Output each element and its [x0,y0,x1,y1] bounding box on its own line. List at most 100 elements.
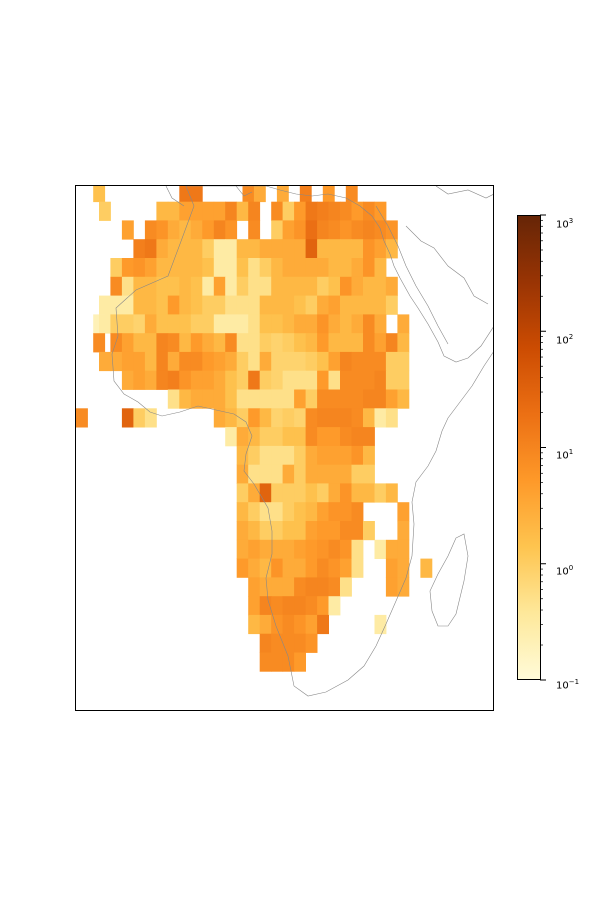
grid-cell [156,295,169,315]
grid-cell [179,351,192,372]
grid-cell [317,577,329,597]
grid-cell [317,258,329,278]
grid-cell [259,408,272,428]
grid-cell [179,276,192,296]
grid-cell [282,483,295,503]
grid-cell [236,201,249,221]
coastline [111,186,493,697]
grid-cell [374,239,387,259]
grid-cell [248,351,261,372]
grid-cell [202,351,215,372]
grid-cell [213,258,226,278]
grid-cell [236,483,249,503]
grid-cell [363,201,375,221]
grid-cell [317,201,329,221]
grid-cell [248,521,261,541]
grid-cell [282,276,295,296]
grid-cell [248,502,261,522]
grid-cell [374,614,387,635]
grid-cell [213,351,226,372]
grid-cell [282,427,295,447]
grid-cell [236,389,249,409]
grid-cell [282,502,295,522]
grid-cell [294,596,306,616]
grid-cell [340,201,352,221]
grid-cell [305,596,318,616]
grid-cell [190,258,203,278]
grid-cell [144,408,157,428]
grid-cell [397,558,410,578]
grid-cell [156,220,169,240]
grid-cell [294,239,306,259]
grid-cell [133,408,146,428]
grid-cell [328,239,341,259]
grid-cell [271,427,284,447]
grid-cell [363,295,375,315]
grid-cell [282,521,295,541]
grid-cell [271,577,284,597]
grid-cell [213,370,226,390]
grid-cell [328,539,341,559]
grid-cell [179,239,192,259]
grid-cell [259,633,272,653]
grid-cell [259,258,272,278]
grid-cell [144,258,157,278]
grid-cell [167,333,180,353]
grid-cell [179,295,192,315]
grid-cell [374,201,387,221]
grid-cell [282,539,295,559]
grid-cell [317,596,329,616]
grid-cell [282,258,295,278]
grid-cell [282,201,295,221]
grid-cell [397,333,410,353]
grid-cell [385,370,398,390]
grid-cell [167,314,180,334]
grid-cell [385,539,398,559]
grid-cell [271,333,284,353]
grid-cell [340,333,352,353]
grid-cell [248,220,261,240]
grid-cell [294,521,306,541]
grid-cell [420,558,433,578]
grid-cell [225,408,238,428]
grid-cell [253,186,266,203]
grid-cell [271,596,284,616]
grid-cell [363,258,375,278]
grid-cell [156,239,169,259]
grid-cell [167,220,180,240]
grid-cell [271,464,284,484]
grid-cell [351,445,364,466]
grid-cell [294,370,306,390]
grid-cell [156,370,169,390]
grid-cell [167,258,180,278]
grid-cell [294,201,306,221]
grid-cell [345,186,358,203]
grid-cell [317,239,329,259]
grid-cell [305,558,318,578]
grid-cell [374,258,387,278]
grid-cell [328,483,341,503]
grid-cell [271,558,284,578]
grid-cell [294,276,306,296]
grid-cell [374,483,387,503]
grid-cell [225,295,238,315]
grid-cell [328,464,341,484]
grid-cell [144,314,157,334]
grid-cell [282,614,295,635]
grid-cell [363,333,375,353]
grid-cell [282,314,295,334]
grid-cell [248,370,261,390]
map-panel [75,185,494,711]
grid-cell [328,521,341,541]
grid-cell [294,295,306,315]
grid-cell [190,295,203,315]
grid-cell [305,464,318,484]
grid-cell [121,370,134,390]
grid-cell [385,220,398,240]
grid-cell [305,314,318,334]
grid-cell [110,351,123,372]
grid-cell [225,314,238,334]
grid-cell [236,539,249,559]
grid-cell [351,258,364,278]
grid-cell [271,652,284,672]
